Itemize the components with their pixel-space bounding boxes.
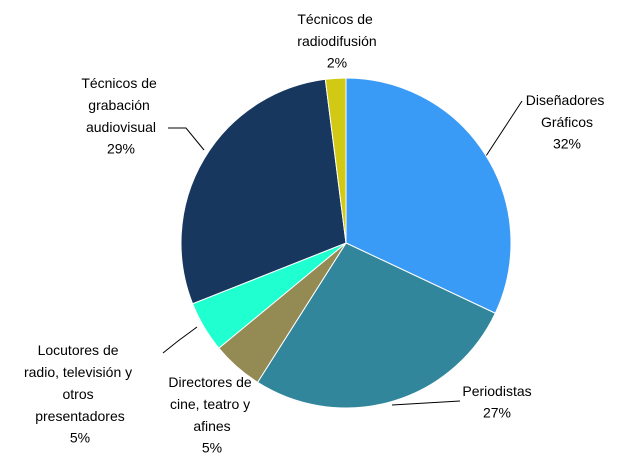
slice-label: Técnicos de grabación audiovisual [81, 75, 160, 135]
value-label: 27% [483, 405, 511, 421]
leader-lines [162, 100, 523, 406]
pie-slice [345, 77, 512, 314]
label-line: audiovisual [86, 119, 156, 135]
label-line: otros [62, 386, 97, 402]
pie-slice [256, 242, 496, 409]
label-line: Periodistas [462, 383, 531, 399]
label-line: Directores de [168, 374, 255, 390]
label-line: Técnicos de [81, 75, 160, 91]
label-line: Técnicos de [297, 11, 376, 27]
slice-label: Directores de cine, teatro y afines [168, 374, 255, 434]
value-label: 2% [327, 55, 347, 71]
slice-label: Locutores de radio, televisión y otros p… [24, 342, 136, 424]
pie-slice [324, 77, 347, 244]
leader-line [485, 100, 523, 157]
slice-label: Técnicos de radiodifusión [297, 11, 376, 49]
value-label: 29% [107, 141, 135, 157]
label-line: grabación [88, 97, 153, 113]
slice-label: Periodistas [462, 383, 531, 399]
label-line: radiodifusión [297, 33, 376, 49]
value-label: 32% [553, 136, 581, 152]
label-line: Locutores de [38, 342, 123, 358]
value-label: 5% [70, 430, 90, 446]
leader-line [168, 127, 205, 151]
slice-label: Diseñadores Gráficos [526, 92, 609, 130]
label-line: Diseñadores [526, 92, 609, 108]
label-line: cine, teatro y [170, 396, 254, 412]
label-line: radio, televisión y [24, 364, 136, 380]
label-line: Gráficos [541, 114, 593, 130]
leader-line [391, 400, 461, 406]
value-label: 5% [202, 440, 222, 456]
pie-slice [180, 78, 347, 305]
label-line: presentadores [35, 408, 125, 424]
label-line: afines [193, 418, 230, 434]
leader-line [162, 326, 198, 354]
